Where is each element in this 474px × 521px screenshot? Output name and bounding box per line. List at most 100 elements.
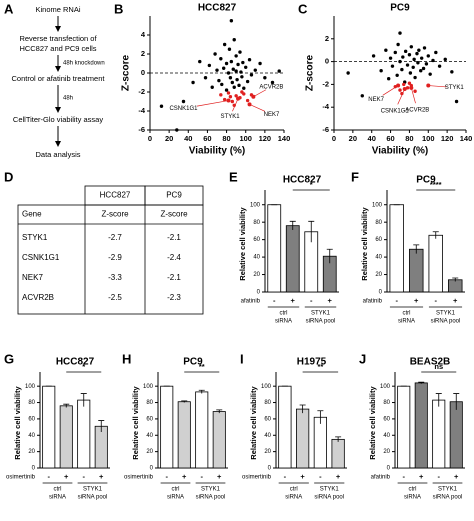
bar <box>267 204 282 293</box>
subheader: Z-score <box>101 210 129 219</box>
x-tick-label: - <box>438 472 441 481</box>
y-tick-label: 100 <box>372 202 383 208</box>
group-label: STYK1 <box>201 487 221 493</box>
error-bar <box>181 400 188 403</box>
group-label: ctrl <box>280 311 288 317</box>
y-tick-label: 40 <box>146 433 153 439</box>
table-cell-text: CSNK1G1 <box>22 253 60 262</box>
treatment-label: afatinib <box>363 299 383 305</box>
point <box>217 78 221 83</box>
point <box>396 42 400 47</box>
flow-step: Reverse transfection of <box>19 34 97 43</box>
error-bar <box>299 404 306 414</box>
error-bar <box>216 409 223 414</box>
group-label: siRNA <box>275 319 292 325</box>
point <box>191 80 195 85</box>
y-tick-label: 0 <box>32 466 36 472</box>
point <box>245 98 250 103</box>
point <box>226 71 231 75</box>
bar <box>285 225 300 293</box>
group-label: ctrl <box>409 487 417 493</box>
treatment-label: afatinib <box>241 299 261 305</box>
table-cell-text: NEK7 <box>22 273 43 282</box>
y-tick-label: 80 <box>375 220 382 226</box>
x-tick-label: - <box>319 472 322 481</box>
point <box>234 54 238 58</box>
y-tick-label: 0 <box>379 290 383 296</box>
y-tick-label: 20 <box>264 449 271 455</box>
subheader: Gene <box>22 210 42 219</box>
y-axis-label: Relative cell viability <box>368 385 377 459</box>
point <box>415 51 419 56</box>
point <box>249 73 254 77</box>
x-tick-label: 40 <box>184 134 192 143</box>
point-label: CSNK1G1 <box>381 109 410 115</box>
y-tick-label: 80 <box>28 400 35 406</box>
x-tick-label: + <box>300 472 305 481</box>
x-tick-label: - <box>435 296 438 305</box>
point <box>437 64 442 68</box>
point <box>220 82 224 87</box>
group-label: siRNA pool <box>78 495 108 501</box>
table-cell-text: -2.7 <box>108 233 122 242</box>
x-tick-label: 40 <box>368 134 376 143</box>
error-bar <box>198 389 205 394</box>
bar <box>42 385 56 469</box>
x-tick-label: + <box>328 296 333 305</box>
y-tick-label: 4 <box>141 30 146 39</box>
y-tick-label: 0 <box>141 68 145 77</box>
point <box>242 86 246 90</box>
point <box>229 59 234 64</box>
group-label: ctrl <box>290 487 298 493</box>
x-tick-label: + <box>336 472 341 481</box>
y-axis-label: Relative cell viability <box>360 206 369 280</box>
point <box>222 42 227 47</box>
x-tick-label: + <box>99 472 104 481</box>
y-tick-label: 60 <box>28 416 35 422</box>
significance-label: ** <box>317 362 323 371</box>
group-label: siRNA pool <box>306 319 336 325</box>
error-bar <box>452 277 459 282</box>
table-cell-text: -2.3 <box>167 293 181 302</box>
point-label: STYK1 <box>445 85 465 91</box>
y-tick-label: -2 <box>138 87 145 96</box>
point-label: ACVR2B <box>259 84 283 90</box>
point <box>384 48 388 52</box>
point <box>386 77 391 81</box>
y-tick-label: 100 <box>250 202 261 208</box>
error-bar <box>317 410 324 424</box>
point <box>393 50 397 55</box>
x-tick-label: - <box>273 296 276 305</box>
chart-title: HCC827 <box>198 3 237 14</box>
y-axis-label: Relative cell viability <box>238 206 247 280</box>
column-header: PC9 <box>166 191 182 200</box>
point <box>412 57 416 62</box>
point <box>222 97 227 102</box>
bar <box>212 411 226 469</box>
point <box>398 88 402 92</box>
y-tick-label: 60 <box>253 237 260 243</box>
panel-label: H <box>122 351 131 366</box>
y-tick-label: 100 <box>261 384 272 390</box>
x-tick-label: - <box>83 472 86 481</box>
y-tick-label: -4 <box>138 106 145 115</box>
y-tick-label: 40 <box>264 433 271 439</box>
error-bar <box>80 393 87 407</box>
point <box>231 67 235 71</box>
group-label: siRNA pool <box>196 495 226 501</box>
flow-note: 48h knockdown <box>63 61 105 67</box>
point <box>232 85 236 89</box>
x-axis-label: Viability (%) <box>189 146 246 157</box>
point <box>230 80 235 85</box>
bar <box>389 204 404 293</box>
point <box>228 95 233 99</box>
y-axis-label: Relative cell viability <box>131 385 140 459</box>
table-cell-text: -2.1 <box>167 273 181 282</box>
chart-title: HCC827 <box>283 175 322 186</box>
y-tick-label: 40 <box>253 255 260 261</box>
y-tick-label: -4 <box>322 102 329 111</box>
error-bar <box>413 244 420 254</box>
point <box>405 63 410 67</box>
panel-label: D <box>4 169 13 184</box>
